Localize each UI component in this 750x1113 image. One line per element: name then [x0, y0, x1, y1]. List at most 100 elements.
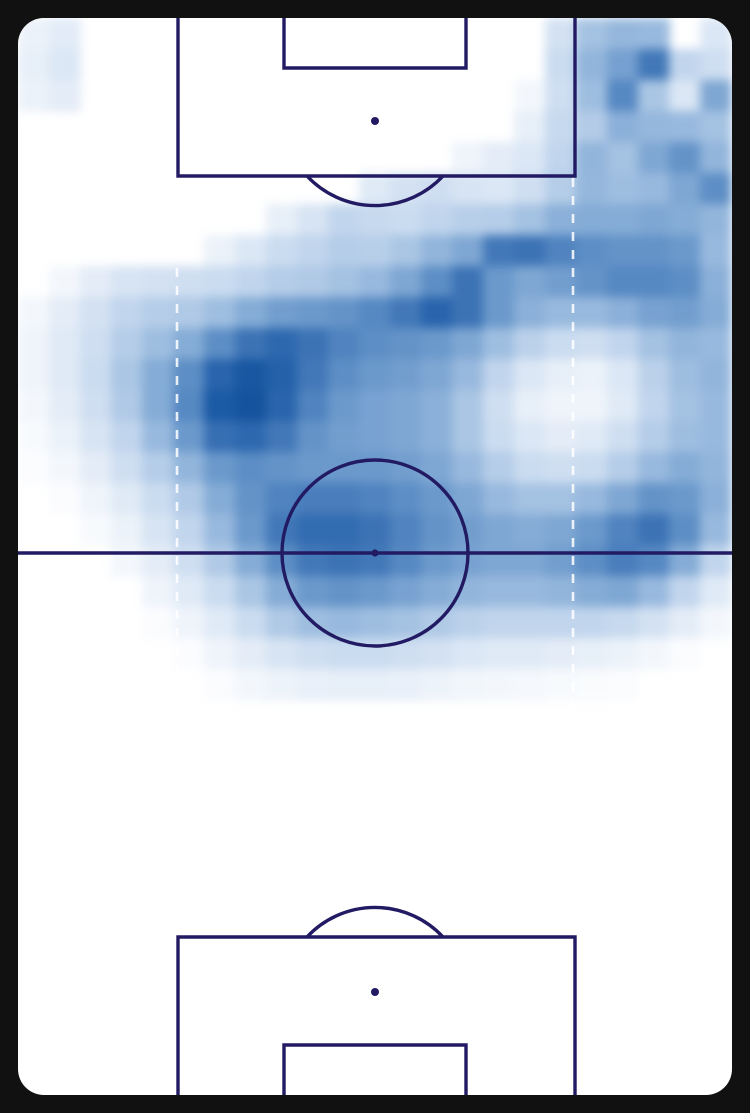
heatmap-cell: [669, 390, 701, 422]
heatmap-cell: [297, 545, 329, 577]
heatmap-cell: [607, 576, 639, 608]
heatmap-cell: [204, 576, 236, 608]
heatmap-cell: [638, 328, 670, 360]
heatmap-cell: [700, 390, 732, 422]
heatmap-cell: [700, 49, 732, 81]
football-pitch: [18, 18, 732, 1095]
heatmap-cell: [421, 390, 453, 422]
heatmap-cell: [669, 452, 701, 484]
heatmap-cell: [297, 390, 329, 422]
heatmap-cell: [390, 328, 422, 360]
heatmap-cell: [235, 483, 267, 515]
heatmap-cell: [576, 545, 608, 577]
heatmap-cell: [297, 669, 329, 701]
heatmap-cell: [483, 669, 515, 701]
heatmap-cell: [638, 452, 670, 484]
heatmap-cell: [483, 452, 515, 484]
heatmap-cell: [235, 359, 267, 391]
heatmap-cell: [49, 266, 81, 298]
heatmap-cell: [607, 359, 639, 391]
heatmap-cell: [545, 49, 577, 81]
heatmap-cell: [359, 359, 391, 391]
heatmap-cell: [700, 607, 732, 639]
heatmap-cell: [514, 452, 546, 484]
heatmap-cell: [545, 638, 577, 670]
heatmap-cell: [576, 142, 608, 174]
heatmap-cell: [545, 111, 577, 143]
heatmap-cell: [142, 297, 174, 329]
heatmap-cell: [669, 483, 701, 515]
heatmap-cell: [390, 483, 422, 515]
heatmap-cell: [576, 111, 608, 143]
heatmap-cell: [359, 669, 391, 701]
heatmap-cell: [235, 297, 267, 329]
heatmap-cell: [266, 390, 298, 422]
heatmap-cell: [359, 421, 391, 453]
heatmap-cell: [266, 669, 298, 701]
heatmap-cell: [421, 545, 453, 577]
heatmap-cell: [483, 173, 515, 205]
heatmap-cell: [545, 204, 577, 236]
heatmap-cell: [452, 204, 484, 236]
heatmap-cell: [142, 607, 174, 639]
heatmap-cell: [49, 297, 81, 329]
heatmap-cell: [700, 297, 732, 329]
heatmap-cell: [452, 669, 484, 701]
heatmap-cell: [111, 266, 143, 298]
heatmap-cell: [700, 111, 732, 143]
heatmap-cell: [49, 452, 81, 484]
heatmap-cell: [204, 669, 236, 701]
heatmap-cell: [111, 514, 143, 546]
bottom-penalty-spot: [371, 988, 379, 996]
heatmap-cell: [328, 421, 360, 453]
heatmap-cell: [638, 421, 670, 453]
heatmap-cell: [638, 607, 670, 639]
heatmap-cell: [421, 669, 453, 701]
heatmap-cell: [545, 545, 577, 577]
heatmap-cell: [297, 514, 329, 546]
heatmap-cell: [142, 359, 174, 391]
heatmap-cell: [452, 266, 484, 298]
heatmap-cell: [669, 235, 701, 267]
heatmap-cell: [297, 328, 329, 360]
heatmap-cell: [545, 421, 577, 453]
heatmap-cell: [514, 328, 546, 360]
heatmap-cell: [514, 669, 546, 701]
heatmap-cell: [18, 328, 50, 360]
heatmap-cell: [204, 235, 236, 267]
heatmap-cell: [576, 638, 608, 670]
heatmap-cell: [390, 669, 422, 701]
heatmap-cell: [576, 328, 608, 360]
heatmap-cell: [638, 359, 670, 391]
heatmap-cell: [607, 80, 639, 112]
heatmap-cell: [18, 49, 50, 81]
heatmap-cell: [514, 235, 546, 267]
heatmap-cell: [607, 204, 639, 236]
heatmap-cell: [235, 328, 267, 360]
heatmap-cell: [328, 483, 360, 515]
heatmap-cell: [700, 18, 732, 50]
pitch-markings: [18, 18, 732, 1095]
heatmap-cell: [235, 607, 267, 639]
heatmap-cell: [483, 638, 515, 670]
heatmap-cell: [545, 173, 577, 205]
heatmap-cell: [545, 669, 577, 701]
heatmap-cell: [607, 669, 639, 701]
heatmap-cell: [514, 266, 546, 298]
heatmap-cell: [359, 266, 391, 298]
heatmap-cell: [545, 452, 577, 484]
heatmap-cell: [514, 111, 546, 143]
heatmap-cell: [111, 483, 143, 515]
heatmap-cell: [700, 80, 732, 112]
heatmap-cell: [669, 638, 701, 670]
heatmap-cell: [514, 545, 546, 577]
heatmap-cell: [514, 80, 546, 112]
heatmap-cell: [669, 297, 701, 329]
heatmap-cell: [49, 328, 81, 360]
heatmap-cell: [266, 607, 298, 639]
heatmap-cell: [235, 514, 267, 546]
heatmap-cell: [142, 545, 174, 577]
heatmap-cell: [452, 328, 484, 360]
heatmap-cell: [607, 18, 639, 50]
